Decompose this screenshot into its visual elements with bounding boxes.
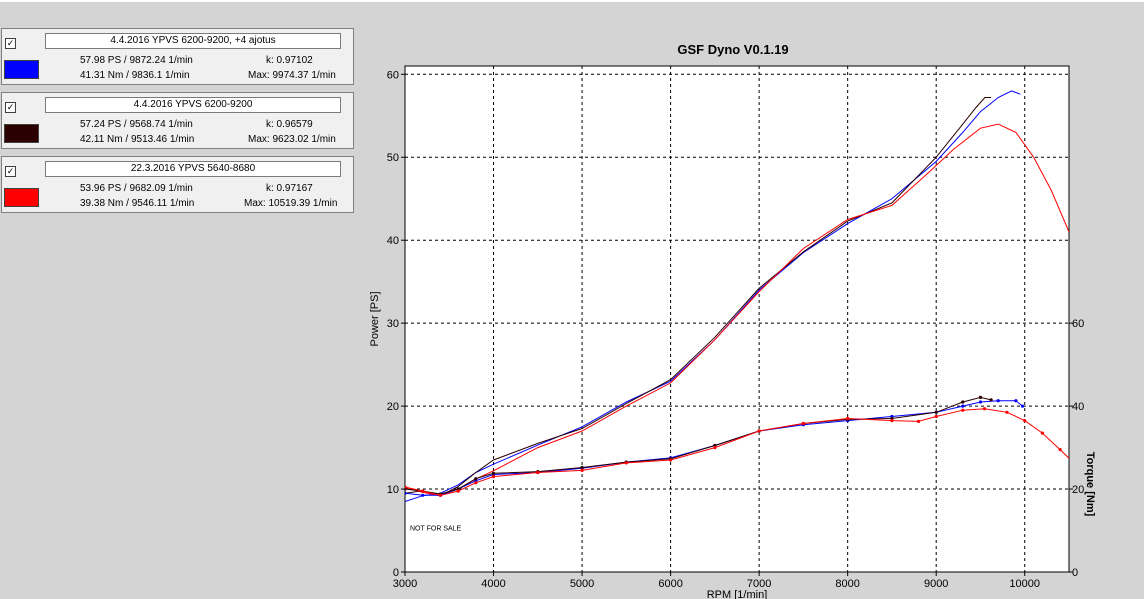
run-max-rpm: Max: 9623.02 1/min (248, 134, 336, 145)
x-tick-label: 6000 (658, 578, 682, 590)
torque-point (474, 477, 478, 481)
torque-point (1020, 404, 1025, 408)
y-axis-label: Power [PS] (369, 291, 381, 346)
torque-series-line (405, 408, 1069, 496)
torque-point (456, 489, 460, 493)
run-name-field[interactable]: 4.4.2016 YPVS 6200-9200, +4 ajotus (45, 33, 341, 49)
torque-point (961, 408, 965, 412)
power-series-line (405, 97, 992, 497)
torque-point (934, 410, 938, 414)
run-panel: ✓ 4.4.2016 YPVS 6200-9200, +4 ajotus 57.… (1, 28, 354, 85)
run-name-field[interactable]: 22.3.2016 YPVS 5640-8680 (45, 161, 341, 177)
run-k-factor: k: 0.97102 (266, 55, 313, 66)
run-color-swatch[interactable] (4, 124, 39, 143)
run-power: 57.24 PS / 9568.74 1/min (80, 119, 193, 130)
y-tick-label: 60 (387, 69, 399, 81)
run-checkbox[interactable]: ✓ (5, 102, 16, 113)
run-k-factor: k: 0.96579 (266, 119, 313, 130)
torque-point (580, 465, 584, 470)
torque-point (1023, 419, 1027, 423)
y-tick-label: 40 (387, 235, 399, 247)
y2-tick-label: 60 (1072, 318, 1084, 330)
torque-point (669, 458, 673, 462)
run-color-swatch[interactable] (4, 188, 39, 207)
torque-point (405, 491, 407, 495)
torque-point (1058, 448, 1062, 452)
y-tick-label: 20 (387, 401, 399, 413)
y-tick-label: 50 (387, 152, 399, 164)
y-tick-label: 10 (387, 484, 399, 496)
window-top-edge (0, 0, 1144, 2)
torque-point (438, 493, 442, 497)
run-checkbox[interactable]: ✓ (5, 166, 16, 177)
run-k-factor: k: 0.97167 (266, 183, 313, 194)
torque-point (1069, 458, 1072, 461)
run-power: 53.96 PS / 9682.09 1/min (80, 183, 193, 194)
run-name-field[interactable]: 4.4.2016 YPVS 6200-9200 (45, 97, 341, 113)
torque-point (989, 398, 993, 402)
run-panel: ✓ 4.4.2016 YPVS 6200-9200 57.24 PS / 956… (1, 92, 354, 149)
torque-point (491, 475, 496, 479)
x-tick-label: 7000 (747, 578, 771, 590)
torque-point (421, 489, 425, 493)
x-tick-label: 4000 (481, 578, 505, 590)
torque-point (491, 471, 496, 475)
y-tick-label: 30 (387, 318, 399, 330)
watermark-note: NOT FOR SALE (410, 526, 462, 533)
torque-point (757, 429, 761, 433)
chart-title: GSF Dyno V0.1.19 (677, 42, 789, 57)
torque-point (624, 461, 628, 465)
run-torque: 42.11 Nm / 9513.46 1/min (80, 134, 195, 145)
torque-point (996, 399, 1000, 403)
torque-point (405, 485, 407, 489)
torque-point (1014, 399, 1018, 403)
torque-point (474, 481, 478, 485)
torque-point (1040, 431, 1044, 435)
y2-tick-label: 40 (1072, 401, 1084, 413)
plot-area (404, 65, 1070, 573)
run-checkbox[interactable]: ✓ (5, 38, 16, 49)
x-tick-label: 9000 (924, 578, 948, 590)
x-tick-label: 5000 (570, 578, 594, 590)
x-tick-label: 3000 (393, 578, 417, 590)
run-power: 57.98 PS / 9872.24 1/min (80, 55, 193, 66)
run-panel: ✓ 22.3.2016 YPVS 5640-8680 53.96 PS / 96… (1, 156, 354, 213)
torque-point (978, 395, 983, 399)
torque-point (713, 446, 717, 450)
x-axis-label: RPM [1/min] (707, 589, 768, 599)
x-tick-label: 8000 (835, 578, 859, 590)
run-torque: 39.38 Nm / 9546.11 1/min (80, 198, 195, 209)
torque-point (978, 400, 983, 404)
run-max-rpm: Max: 9974.37 1/min (248, 70, 336, 81)
torque-point (916, 419, 921, 423)
torque-point (801, 421, 805, 426)
torque-point (982, 407, 987, 411)
torque-point (580, 468, 584, 472)
torque-point (1005, 410, 1009, 414)
torque-point (421, 493, 425, 497)
run-color-swatch[interactable] (4, 60, 39, 79)
torque-point (934, 414, 938, 419)
dyno-chart: 3000 4000 5000 6000 7000 8000 9000 10000 0 10 20 30… (369, 65, 1096, 599)
torque-point (961, 400, 965, 404)
torque-point (536, 470, 540, 475)
y2-tick-label: 0 (1072, 567, 1078, 579)
torque-point (890, 419, 894, 423)
run-torque: 41.31 Nm / 9836.1 1/min (80, 70, 190, 81)
run-max-rpm: Max: 10519.39 1/min (244, 198, 338, 209)
x-tick-label: 10000 (1009, 578, 1040, 590)
torque-point (846, 416, 850, 421)
y-tick-label: 0 (393, 567, 399, 579)
torque-point (961, 404, 965, 408)
y2-tick-label: 20 (1072, 484, 1084, 496)
y2-axis-label: Torque [Nm] (1084, 452, 1096, 517)
